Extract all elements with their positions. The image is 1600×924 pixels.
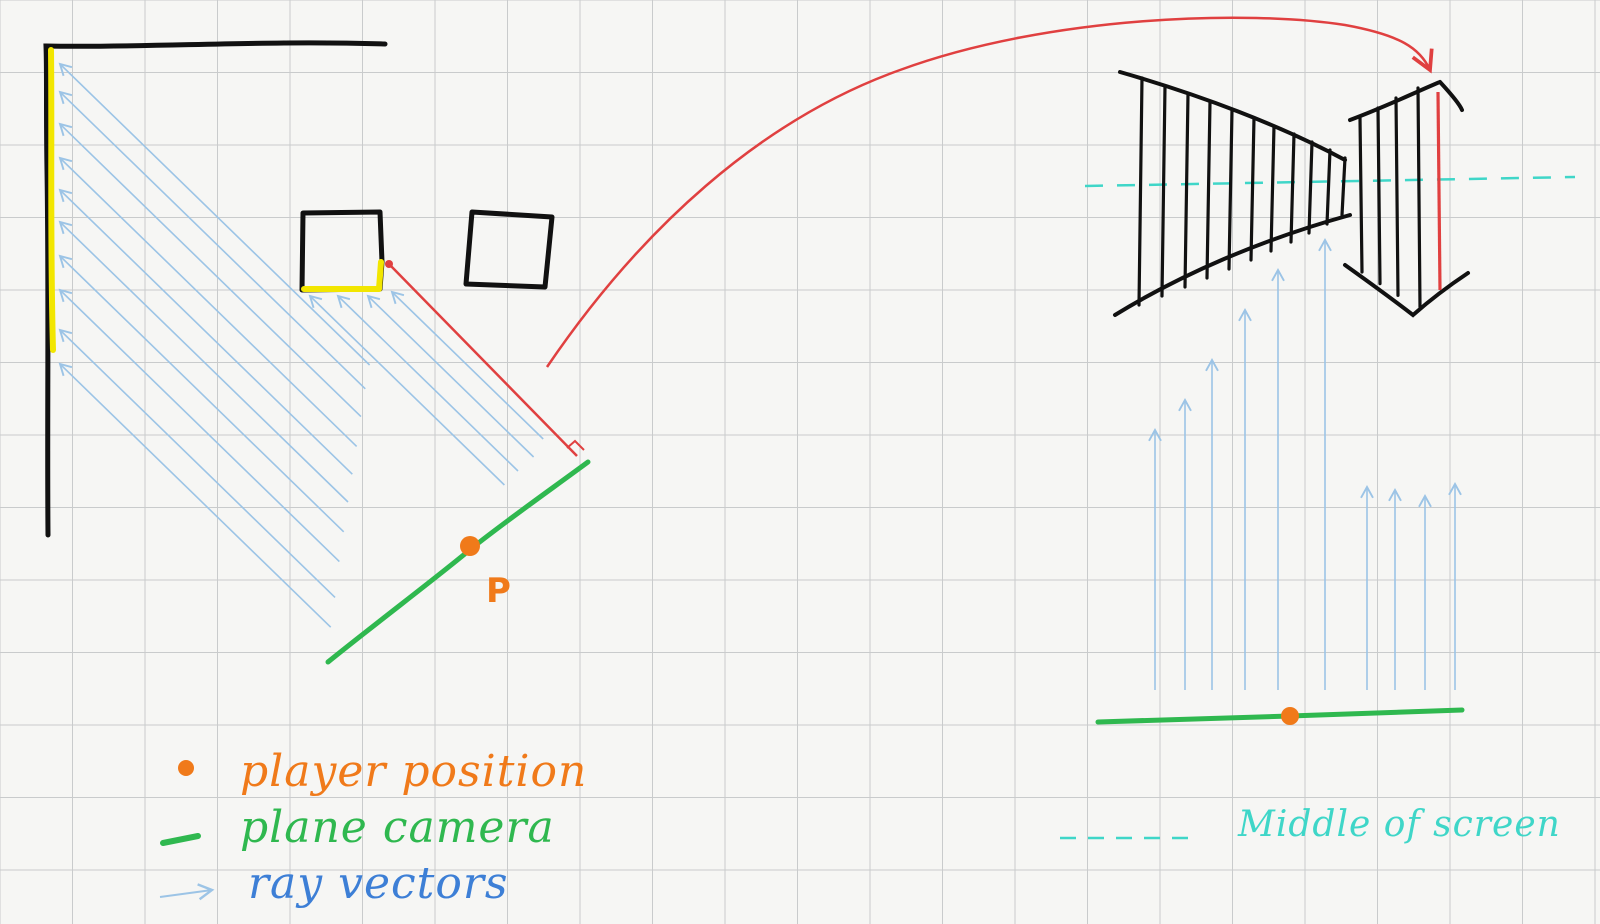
ray-vectors-screen	[1148, 238, 1462, 690]
map-block-1	[299, 209, 385, 293]
wall-column	[1340, 156, 1347, 217]
legend: player position plane camera ray vectors	[159, 746, 587, 909]
ray-vector	[58, 62, 371, 366]
middle-of-screen-line	[1084, 175, 1576, 188]
wall-column	[1307, 140, 1314, 235]
legend-ray-arrow	[159, 883, 215, 901]
wall-column	[1183, 92, 1190, 289]
ray-vector	[336, 294, 519, 472]
map-view: P	[43, 40, 591, 665]
wall-column	[1358, 116, 1364, 274]
legend-camera-line	[160, 833, 201, 846]
wall-column-stripes	[1137, 76, 1422, 309]
ray-vector	[58, 188, 353, 475]
wall-column	[1137, 76, 1144, 307]
wall-column	[1325, 148, 1332, 226]
ray-vector	[58, 254, 345, 533]
screen-player-dot	[1281, 707, 1299, 725]
wall-column	[1160, 84, 1167, 298]
ray-vector	[58, 90, 366, 390]
screen-view	[1084, 70, 1576, 725]
wall-column	[1227, 108, 1234, 271]
screen-camera-plane	[1095, 707, 1465, 725]
player-dot	[460, 536, 480, 556]
wall-column	[1269, 124, 1276, 253]
ray-vector	[58, 156, 358, 447]
wall-column	[1249, 116, 1256, 262]
ray-vectors-map	[58, 62, 544, 628]
near-wall-outline	[1343, 80, 1470, 318]
wall-hit-highlight	[48, 47, 56, 353]
legend-middle-of-screen: Middle of screen	[1237, 804, 1561, 845]
legend-middle: Middle of screen	[1060, 804, 1561, 845]
wall-column	[1205, 100, 1212, 280]
ray-vector	[390, 290, 544, 440]
ray-vector	[308, 294, 505, 486]
legend-plane-camera: plane camera	[240, 802, 555, 853]
camera-plane-line	[325, 459, 591, 665]
legend-player-dot	[178, 760, 194, 776]
mapping-arrow	[545, 16, 1434, 368]
perpendicular-distance-line	[388, 263, 578, 457]
ray-vector	[366, 294, 535, 458]
block-hit-highlight	[301, 259, 384, 292]
wall-hit-point	[385, 260, 393, 268]
right-angle-marker	[566, 439, 585, 451]
ray-vector	[58, 288, 340, 563]
ray-vector	[58, 122, 362, 418]
ray-vector	[58, 362, 332, 628]
ray-vector	[58, 220, 349, 503]
highlighted-column	[1436, 91, 1442, 291]
wall-column	[1289, 132, 1296, 244]
wall-column	[1416, 86, 1422, 309]
player-point-label: P	[486, 571, 511, 611]
map-block-2	[463, 209, 555, 290]
legend-ray-vectors: ray vectors	[248, 858, 508, 909]
wall-column	[1376, 106, 1382, 286]
ray-vector	[58, 328, 336, 598]
legend-player-position: player position	[240, 746, 587, 797]
wall-column	[1394, 96, 1400, 297]
map-outer-wall	[43, 40, 388, 538]
